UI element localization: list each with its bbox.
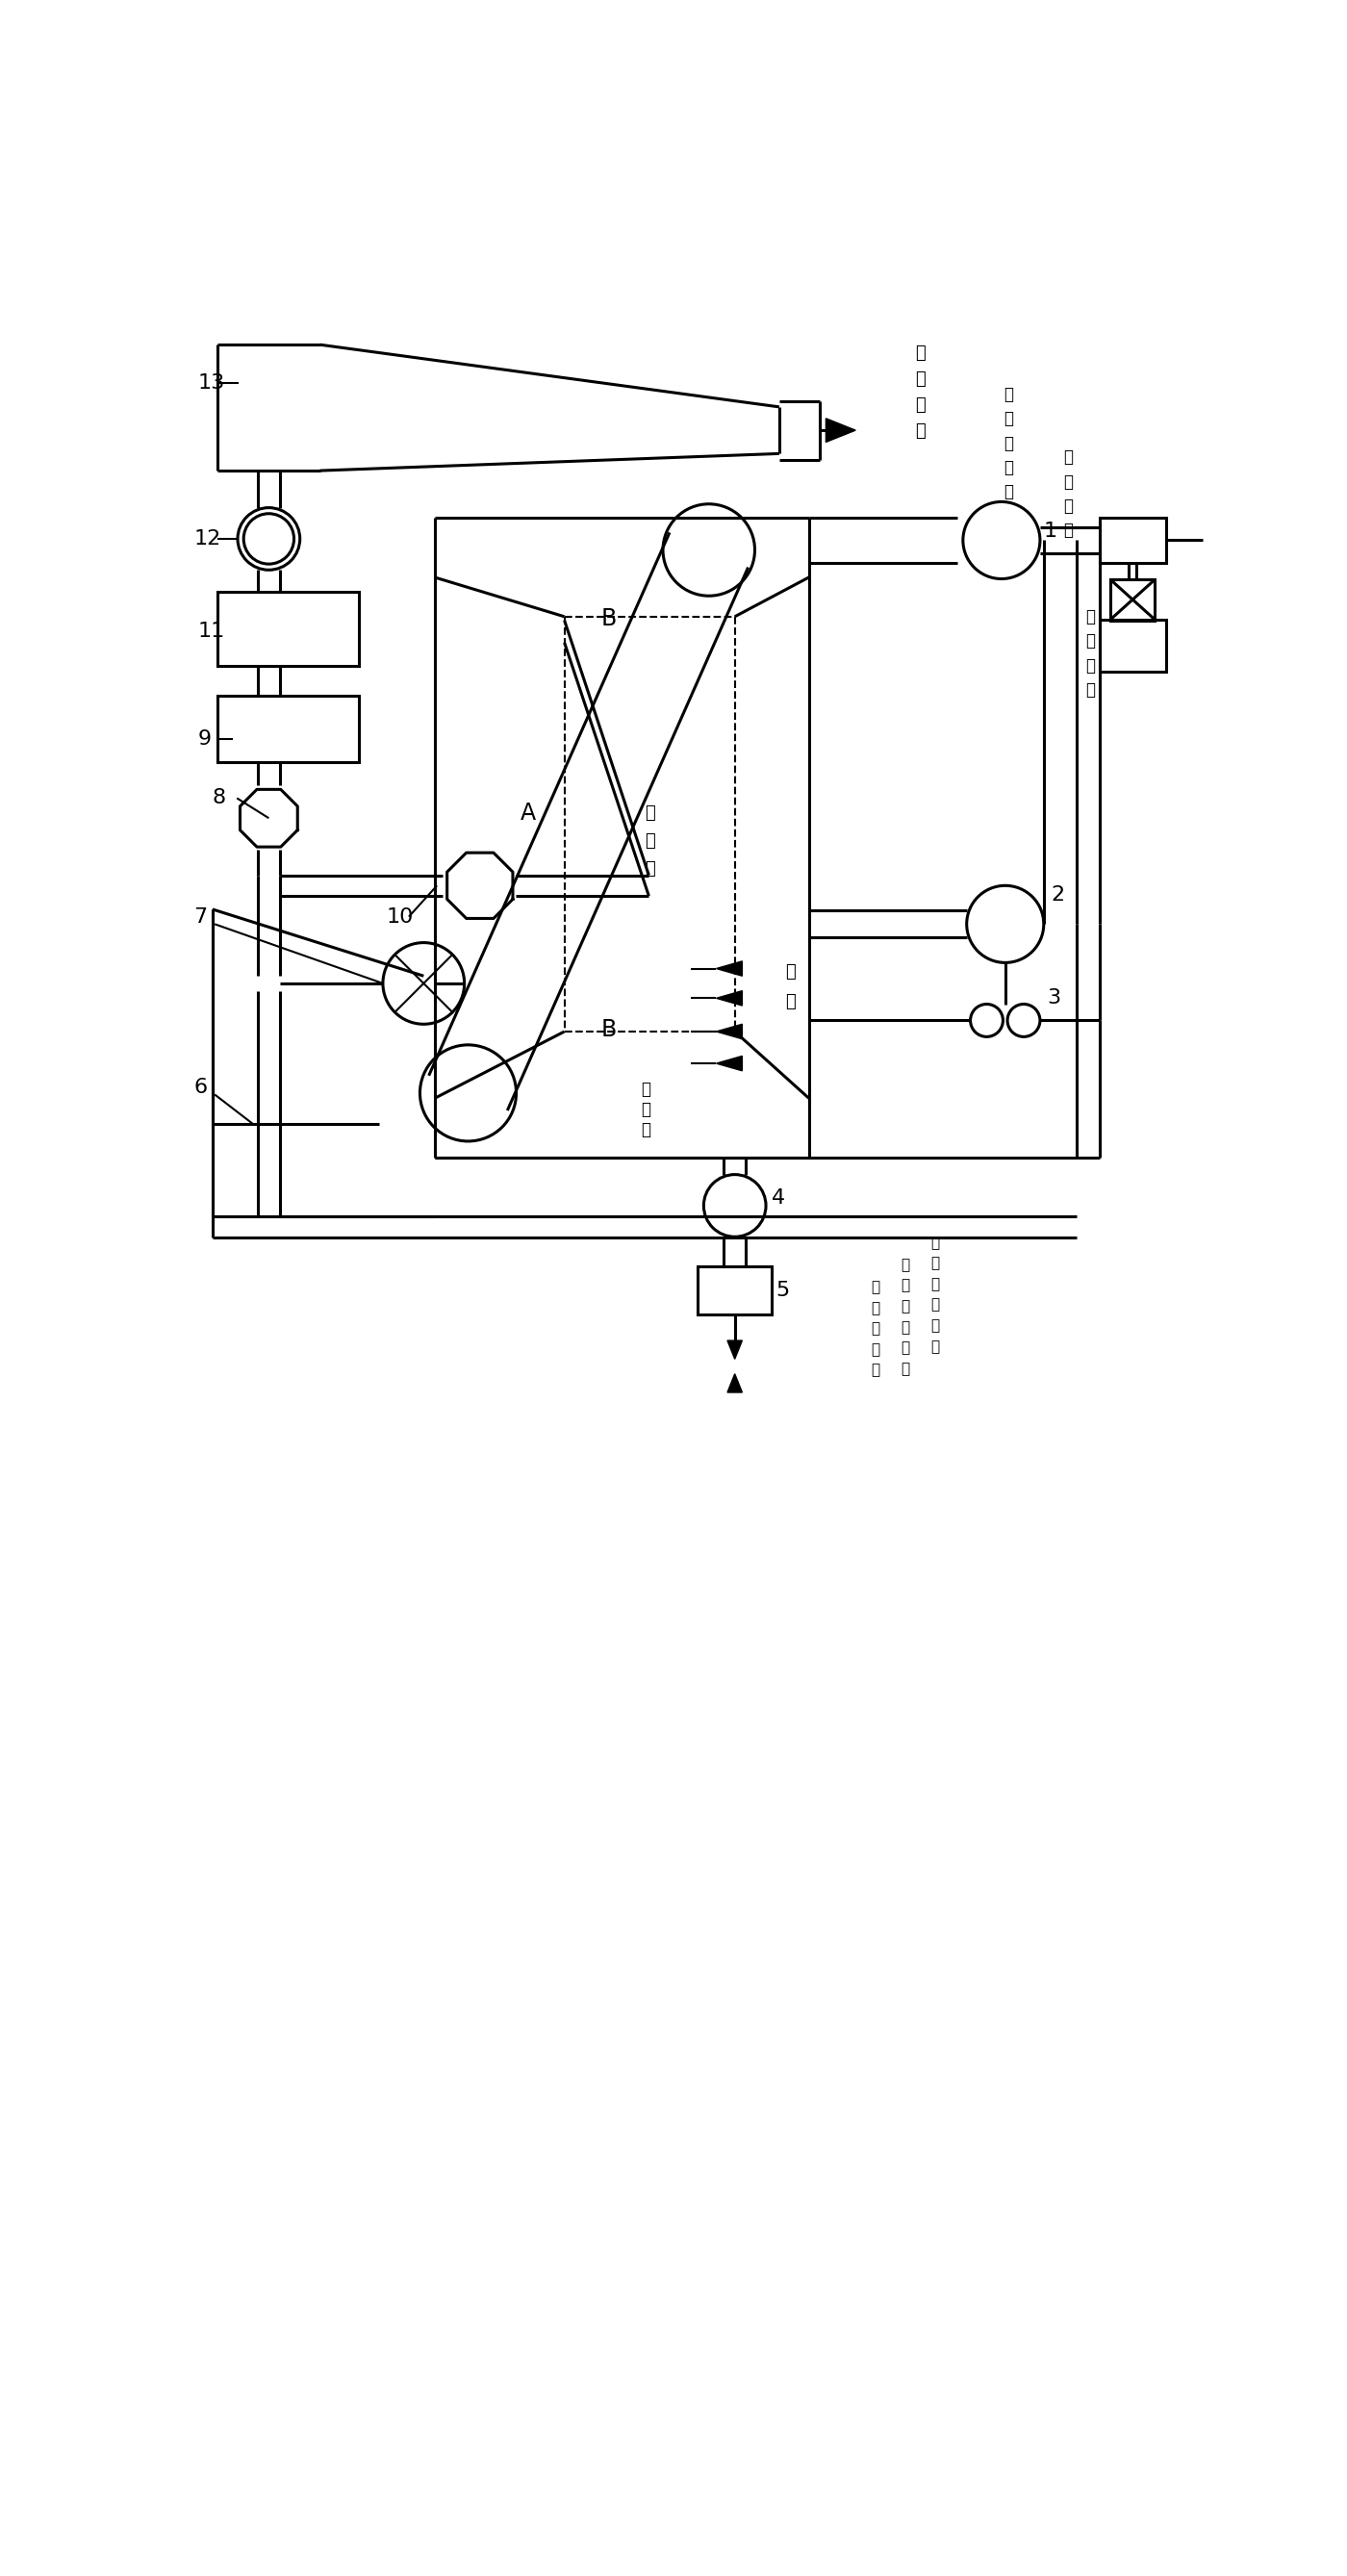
Text: 烟: 烟: [915, 397, 925, 415]
Bar: [1099, 621, 1167, 672]
Bar: [1099, 518, 1167, 562]
Text: B: B: [601, 608, 617, 631]
Text: 硝: 硝: [1004, 410, 1014, 428]
Bar: [218, 696, 358, 762]
Text: 气: 气: [872, 1321, 880, 1337]
Text: 8: 8: [213, 788, 226, 809]
Text: 11: 11: [198, 621, 225, 641]
Text: 烧: 烧: [644, 804, 655, 822]
Text: 脱: 脱: [931, 1236, 939, 1249]
Text: 4: 4: [772, 1188, 785, 1208]
Text: 化: 化: [915, 371, 925, 389]
Text: 化: 化: [1004, 459, 1014, 477]
Text: 气: 气: [785, 994, 796, 1010]
Text: 6: 6: [194, 1077, 207, 1097]
Text: 风: 风: [641, 1121, 651, 1139]
Text: 风: 风: [785, 963, 796, 981]
Text: 催: 催: [931, 1278, 939, 1291]
Text: 焰: 焰: [1086, 631, 1095, 649]
Text: 层: 层: [1063, 523, 1074, 538]
Text: 13: 13: [198, 374, 225, 392]
Text: 合: 合: [872, 1363, 880, 1378]
Text: 入: 入: [901, 1363, 909, 1376]
Text: 脱: 脱: [1004, 386, 1014, 402]
Text: 火: 火: [1086, 608, 1095, 626]
Text: 化: 化: [931, 1298, 939, 1311]
Text: B: B: [601, 1018, 617, 1041]
Text: 进: 进: [901, 1340, 909, 1355]
Text: 剂: 剂: [931, 1319, 939, 1332]
Text: 测: 测: [1086, 680, 1095, 698]
Text: 氨: 氨: [872, 1301, 880, 1316]
Polygon shape: [826, 417, 855, 443]
Bar: [1110, 580, 1154, 621]
Bar: [218, 592, 358, 667]
Text: 剂: 剂: [1004, 484, 1014, 500]
Text: 机: 机: [644, 860, 655, 878]
Text: 检: 检: [1086, 657, 1095, 675]
Polygon shape: [717, 992, 742, 1005]
Text: 层: 层: [931, 1340, 939, 1352]
Text: 回: 回: [641, 1100, 651, 1118]
Polygon shape: [717, 1025, 742, 1038]
Polygon shape: [717, 1056, 742, 1072]
Text: 气: 气: [901, 1319, 909, 1334]
Text: 结: 结: [644, 832, 655, 850]
Text: A: A: [520, 801, 536, 824]
Text: 与: 与: [872, 1280, 880, 1293]
Polygon shape: [727, 1373, 742, 1394]
Text: 合: 合: [901, 1278, 909, 1293]
Text: 净: 净: [915, 345, 925, 363]
Text: 3: 3: [1048, 989, 1061, 1007]
Polygon shape: [717, 961, 742, 976]
Polygon shape: [727, 1340, 742, 1360]
Text: 烟: 烟: [901, 1298, 909, 1314]
Text: 10: 10: [387, 907, 414, 927]
Text: 混: 混: [872, 1342, 880, 1358]
Text: 返: 返: [641, 1082, 651, 1097]
Text: 剂: 剂: [1063, 497, 1074, 515]
Text: 9: 9: [198, 729, 211, 750]
Text: 7: 7: [194, 907, 207, 927]
Text: 催: 催: [1063, 448, 1074, 466]
Text: 硝: 硝: [931, 1257, 939, 1270]
Text: 1: 1: [1044, 523, 1057, 541]
Text: 催: 催: [1004, 435, 1014, 451]
Text: 5: 5: [776, 1280, 789, 1301]
Text: 2: 2: [1051, 884, 1064, 904]
Text: 气: 气: [915, 422, 925, 440]
Text: 配: 配: [901, 1257, 909, 1273]
Bar: [698, 1267, 772, 1314]
Text: 化: 化: [1063, 474, 1074, 489]
Text: 12: 12: [194, 528, 221, 549]
